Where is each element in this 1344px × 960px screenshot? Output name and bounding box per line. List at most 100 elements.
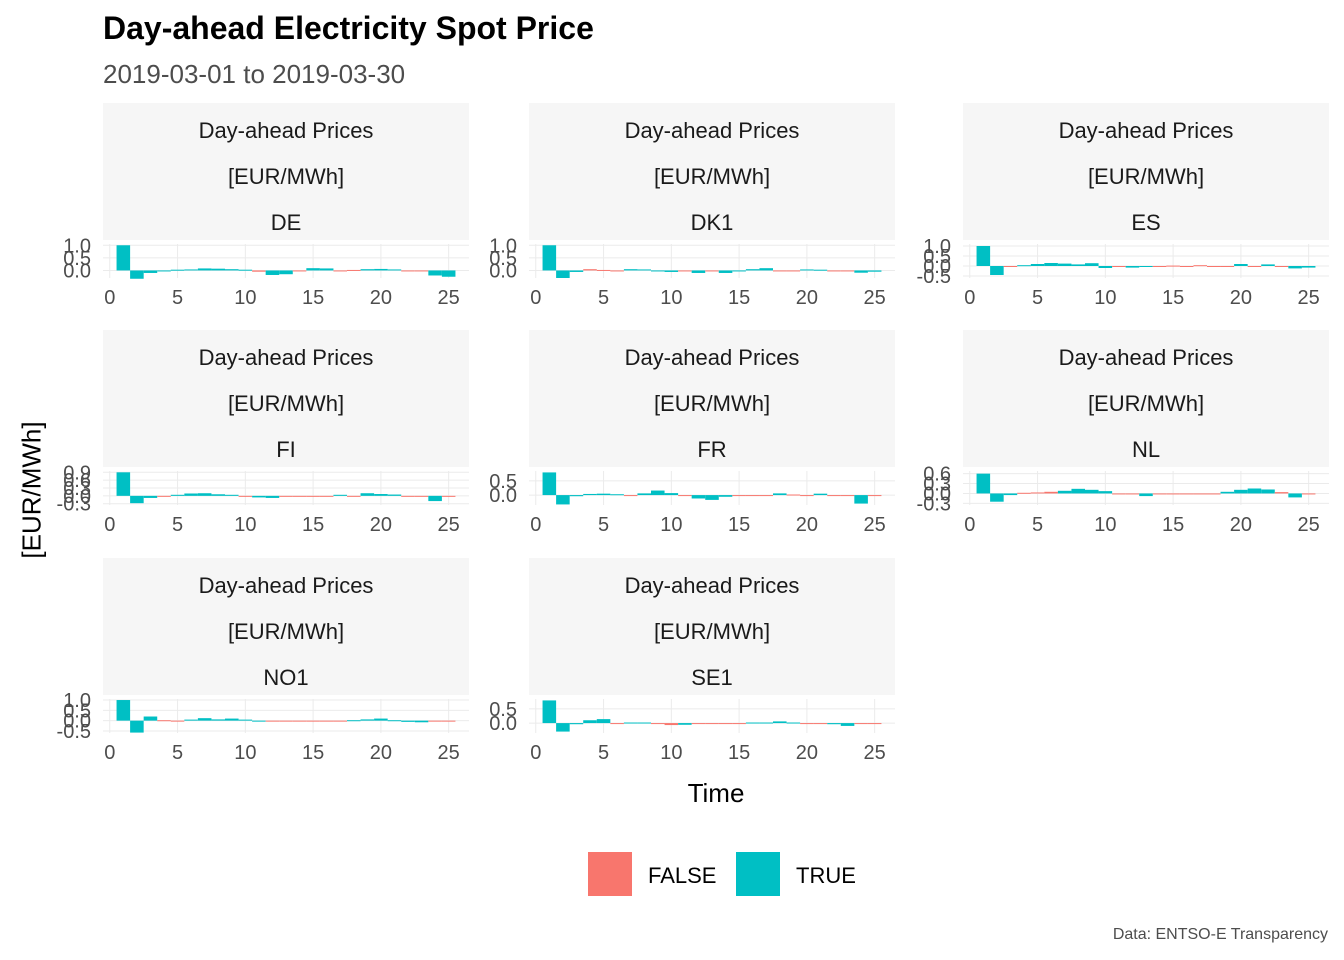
bar xyxy=(623,269,638,271)
x-tick-label: 20 xyxy=(796,287,818,309)
y-tick-label: 0.0 xyxy=(63,260,91,282)
strip-panel-label: FI xyxy=(276,437,296,462)
bar xyxy=(705,723,719,725)
bar xyxy=(428,270,442,276)
plot-area: -0.30.00.30.6 0 5 10 15 20 25 xyxy=(917,464,1329,536)
y-tick-label: 1.0 xyxy=(923,236,951,258)
bar xyxy=(401,270,415,272)
bar xyxy=(292,495,307,497)
bar xyxy=(319,495,334,497)
x-tick-label: 10 xyxy=(660,742,682,764)
x-tick-label: 5 xyxy=(1032,287,1043,309)
strip-panel-label: NO1 xyxy=(263,665,309,690)
x-tick-label: 0 xyxy=(104,742,115,764)
bar xyxy=(333,270,347,272)
bar xyxy=(1179,493,1194,495)
bar xyxy=(197,493,212,496)
x-tick-label: 25 xyxy=(864,514,886,536)
facet-strip: Day-ahead Prices [EUR/MWh] NO1 xyxy=(103,558,469,695)
strip-line-1: Day-ahead Prices xyxy=(624,573,800,598)
bar xyxy=(211,719,225,721)
bar xyxy=(1207,493,1221,495)
bar xyxy=(1166,265,1180,267)
strip-panel-label: SE1 xyxy=(691,665,733,690)
bar xyxy=(773,270,787,272)
bar xyxy=(732,270,746,272)
x-tick-label: 5 xyxy=(598,287,609,309)
y-tick-label: 0.5 xyxy=(63,700,91,722)
bar xyxy=(705,270,719,272)
bar xyxy=(691,723,706,725)
x-tick-label: 20 xyxy=(796,742,818,764)
x-tick-label: 15 xyxy=(728,514,750,536)
x-tick-label: 25 xyxy=(1298,514,1320,536)
bar xyxy=(333,494,347,496)
x-tick-label: 15 xyxy=(302,287,324,309)
bar xyxy=(556,495,570,505)
facet-strip: Day-ahead Prices [EUR/MWh] FI xyxy=(103,330,469,467)
bar xyxy=(374,268,388,271)
bar xyxy=(319,720,334,722)
bar xyxy=(1301,493,1316,495)
facet-strip: Day-ahead Prices [EUR/MWh] FR xyxy=(529,330,895,467)
x-tick-label: 10 xyxy=(660,287,682,309)
bar xyxy=(1112,493,1126,495)
x-tick-label: 20 xyxy=(1230,287,1252,309)
bar xyxy=(1261,264,1275,266)
y-tick-label: 0.0 xyxy=(63,711,91,733)
bar xyxy=(116,700,131,721)
y-tick-label: 0.5 xyxy=(489,699,517,721)
bar xyxy=(840,270,855,272)
x-tick-label: 10 xyxy=(1094,287,1116,309)
bar xyxy=(441,495,456,497)
bar xyxy=(306,720,320,722)
bar xyxy=(211,494,225,496)
strip-panel-label: FR xyxy=(697,437,727,462)
y-tick-label: 1.0 xyxy=(63,235,91,257)
strip-line-1: Day-ahead Prices xyxy=(624,118,800,143)
bar xyxy=(279,495,293,497)
bar xyxy=(596,719,611,724)
bar xyxy=(360,269,375,271)
bar xyxy=(542,472,557,496)
bar xyxy=(184,269,198,271)
bar xyxy=(854,270,868,273)
plot-area: 0.00.5 0 5 10 15 20 25 xyxy=(489,699,895,764)
bar xyxy=(347,495,361,497)
bar xyxy=(976,246,991,266)
bar xyxy=(651,270,665,272)
bar xyxy=(1057,263,1072,266)
bar xyxy=(401,720,415,722)
bar xyxy=(691,270,706,273)
bar xyxy=(583,493,597,496)
y-tick-label: 0.0 xyxy=(923,256,951,278)
chart-subtitle: 2019-03-01 to 2019-03-30 xyxy=(103,59,406,89)
bar xyxy=(157,270,171,272)
strip-panel-label: DK1 xyxy=(690,210,734,235)
bar xyxy=(610,270,624,272)
strip-panel-label: NL xyxy=(1131,437,1161,462)
y-tick-label: 0.6 xyxy=(63,470,91,492)
bar xyxy=(1071,488,1085,494)
y-tick-label: 0.6 xyxy=(923,464,951,486)
bar xyxy=(664,493,679,496)
bar xyxy=(1234,489,1248,494)
bar xyxy=(1017,265,1031,267)
bar xyxy=(1139,493,1153,497)
bar xyxy=(569,270,584,272)
bar xyxy=(1139,266,1153,267)
y-tick-label: -0.5 xyxy=(57,721,91,743)
bar xyxy=(990,266,1004,275)
bar xyxy=(678,723,692,725)
bar xyxy=(387,720,402,722)
bar xyxy=(1220,491,1235,494)
bar xyxy=(441,270,456,277)
bar xyxy=(786,270,801,272)
bar xyxy=(441,720,456,722)
bar xyxy=(265,720,280,722)
x-tick-label: 0 xyxy=(530,514,541,536)
y-tick-label: 0.3 xyxy=(923,474,951,496)
strip-panel-label: ES xyxy=(1131,210,1161,235)
bar xyxy=(664,270,679,272)
x-tick-label: 15 xyxy=(1162,287,1184,309)
